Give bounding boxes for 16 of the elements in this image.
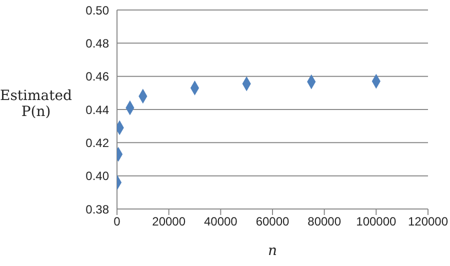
y-tick-label: 0.50 bbox=[86, 3, 110, 18]
y-tick-label: 0.48 bbox=[86, 36, 110, 50]
x-tick-label: 80000 bbox=[308, 214, 342, 229]
y-tick-label: 0.42 bbox=[86, 136, 110, 150]
y-tick-label: 0.38 bbox=[86, 202, 110, 216]
y-axis-title: Estimated P(n) bbox=[0, 88, 72, 120]
x-tick-label: 120000 bbox=[408, 214, 448, 229]
y-tick-label: 0.40 bbox=[86, 169, 110, 184]
x-tick-label: 20000 bbox=[152, 214, 186, 229]
x-tick-label: 0 bbox=[114, 214, 121, 229]
x-tick-label: 40000 bbox=[204, 214, 238, 229]
x-tick-label: 100000 bbox=[356, 214, 397, 229]
x-axis-title: n bbox=[268, 243, 278, 259]
x-tick-label: 60000 bbox=[256, 214, 290, 229]
y-tick-label: 0.46 bbox=[86, 70, 110, 84]
y-tick-label: 0.44 bbox=[86, 102, 110, 117]
